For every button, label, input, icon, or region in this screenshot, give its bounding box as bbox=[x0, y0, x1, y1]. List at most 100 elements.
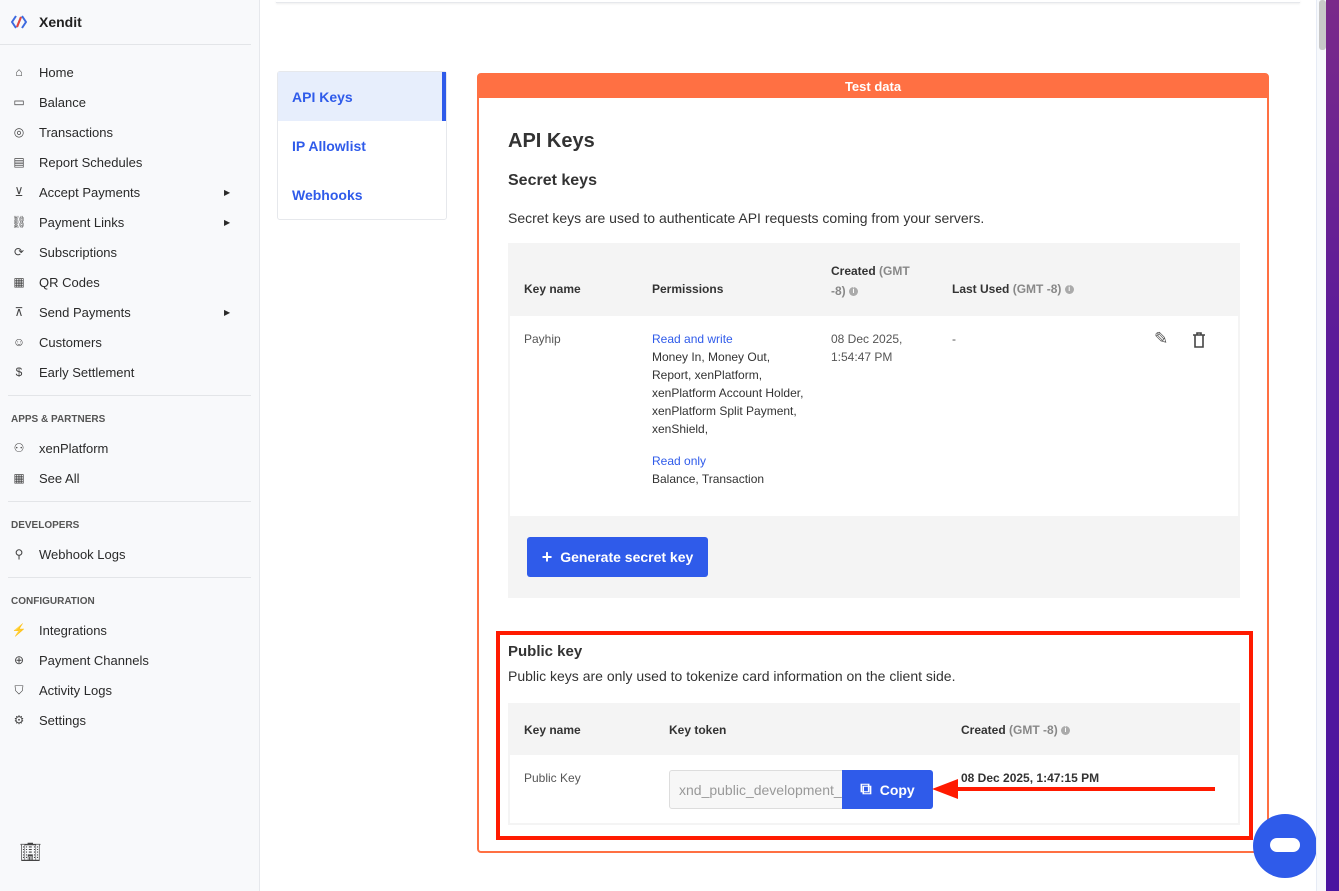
label: xenPlatform bbox=[39, 440, 109, 456]
read-write-items: Money In, Money Out, Report, xenPlatform… bbox=[652, 350, 804, 436]
sidebar-item-payment-links[interactable]: ⛓ Payment Links ▶ bbox=[0, 207, 259, 237]
edit-pencil-icon[interactable]: ✎ bbox=[1154, 329, 1169, 348]
api-keys-card: Test data API Keys Secret keys Secret ke… bbox=[477, 73, 1269, 853]
brand-name: Xendit bbox=[39, 14, 82, 30]
sidebar-item-integrations[interactable]: ⚡ Integrations bbox=[0, 615, 259, 645]
info-icon[interactable]: i bbox=[1061, 726, 1071, 736]
sidebar-item-balance[interactable]: ▭ Balance bbox=[0, 87, 259, 117]
main-content: API Keys IP Allowlist Webhooks Test data… bbox=[260, 0, 1316, 891]
grid-icon: ▦ bbox=[13, 471, 25, 485]
apps-section-title: APPS & PARTNERS bbox=[8, 395, 251, 433]
scrollbar-thumb[interactable] bbox=[1319, 0, 1326, 50]
sidebar-item-subscriptions[interactable]: ⟳ Subscriptions bbox=[0, 237, 259, 267]
sidebar-item-see-all[interactable]: ▦ See All bbox=[0, 463, 259, 493]
sidebar-item-xenplatform[interactable]: ⚇ xenPlatform bbox=[0, 433, 259, 463]
sidebar-item-send-payments[interactable]: ⊼ Send Payments ▶ bbox=[0, 297, 259, 327]
col-key-name: Key name bbox=[524, 723, 581, 737]
subnav-api-keys[interactable]: API Keys bbox=[278, 72, 446, 121]
building-icon[interactable]: 🏢︎ bbox=[19, 842, 42, 862]
read-only-label: Read only bbox=[652, 454, 707, 468]
settings-subnav: API Keys IP Allowlist Webhooks bbox=[277, 71, 447, 220]
label: Customers bbox=[39, 334, 102, 350]
sidebar-item-transactions[interactable]: ◎ Transactions bbox=[0, 117, 259, 147]
wallet-icon: ▭ bbox=[13, 95, 25, 109]
label: Subscriptions bbox=[39, 244, 118, 260]
plug-icon: ⚡ bbox=[11, 623, 27, 637]
people-icon: ⚇ bbox=[13, 441, 25, 455]
col-permissions: Permissions bbox=[652, 282, 724, 296]
chat-support-button[interactable] bbox=[1253, 814, 1317, 878]
created: 08 Dec 2025, 1:54:47 PM bbox=[831, 332, 903, 364]
xendit-logo-icon bbox=[11, 15, 27, 29]
key-name: Public Key bbox=[524, 771, 581, 785]
scrollbar[interactable] bbox=[1316, 0, 1326, 891]
info-icon[interactable]: i bbox=[1064, 285, 1074, 295]
label: Early Settlement bbox=[39, 364, 135, 380]
sidebar-item-early-settlement[interactable]: $ Early Settlement bbox=[0, 357, 259, 387]
caret-right-icon: ▶ bbox=[224, 307, 231, 317]
secret-keys-title: Secret keys bbox=[508, 172, 597, 189]
generate-secret-key-button[interactable]: + Generate secret key bbox=[527, 537, 708, 577]
top-bar bbox=[276, 0, 1300, 3]
sidebar-item-accept-payments[interactable]: ⊻ Accept Payments ▶ bbox=[0, 177, 259, 207]
gear-icon: ⚙ bbox=[13, 713, 25, 727]
sidebar-item-report-schedules[interactable]: ▤ Report Schedules bbox=[0, 147, 259, 177]
document-icon: ▤ bbox=[13, 155, 25, 169]
read-only-items: Balance, Transaction bbox=[652, 472, 765, 486]
sidebar: Xendit ⌂ Home ▭ Balance ◎ Transactions ▤ Report… bbox=[0, 0, 260, 891]
label: Send Payments bbox=[39, 304, 131, 320]
brand[interactable]: Xendit bbox=[0, 0, 251, 45]
label: Webhook Logs bbox=[39, 546, 126, 562]
tz: (GMT -8) bbox=[1009, 723, 1058, 737]
highlight-box-annotation bbox=[496, 631, 1253, 840]
dollar-circle-icon: $ bbox=[15, 365, 23, 379]
customer-icon: ☺ bbox=[12, 335, 26, 349]
sidebar-item-settings[interactable]: ⚙ Settings bbox=[0, 705, 259, 735]
refresh-icon: ⟳ bbox=[13, 245, 25, 259]
public-key-desc: Public keys are only used to tokenize ca… bbox=[508, 668, 956, 684]
delete-trash-icon[interactable] bbox=[1192, 332, 1206, 353]
copy-button[interactable]: ⧉ Copy bbox=[842, 770, 933, 809]
sidebar-item-activity-logs[interactable]: ⛉ Activity Logs bbox=[0, 675, 259, 705]
col-key-name: Key name bbox=[524, 282, 581, 296]
webhook-icon: ⚲ bbox=[14, 547, 24, 561]
label: Payment Channels bbox=[39, 652, 149, 668]
label: Home bbox=[39, 64, 74, 80]
permissions: Read and write Money In, Money Out, Repo… bbox=[652, 330, 812, 488]
label: Integrations bbox=[39, 622, 107, 638]
label: Created bbox=[961, 723, 1006, 737]
background-desktop-strip bbox=[1326, 0, 1339, 891]
subnav-webhooks[interactable]: Webhooks bbox=[292, 186, 363, 203]
link-icon: ⛓ bbox=[11, 215, 27, 229]
sidebar-item-payment-channels[interactable]: ⊕ Payment Channels bbox=[0, 645, 259, 675]
sidebar-item-customers[interactable]: ☺ Customers bbox=[0, 327, 259, 357]
caret-right-icon: ▶ bbox=[224, 217, 231, 227]
label: Copy bbox=[879, 781, 915, 798]
label: Generate secret key bbox=[560, 549, 694, 565]
qr-icon: ▦ bbox=[13, 275, 25, 289]
label: Activity Logs bbox=[39, 682, 112, 698]
download-circle-icon: ⊻ bbox=[14, 185, 24, 199]
label: Settings bbox=[39, 712, 86, 728]
coins-icon: ◎ bbox=[13, 125, 25, 139]
sidebar-item-qr-codes[interactable]: ▦ QR Codes bbox=[0, 267, 259, 297]
last-used: - bbox=[952, 332, 956, 346]
tz: (GMT -8) bbox=[1012, 282, 1062, 296]
test-data-banner: Test data bbox=[479, 75, 1267, 98]
col-created: Created (GMT -8) i bbox=[961, 723, 1071, 737]
red-arrow-annotation bbox=[932, 779, 1215, 799]
info-icon[interactable]: i bbox=[849, 287, 859, 297]
home-icon: ⌂ bbox=[15, 65, 23, 79]
label: QR Codes bbox=[39, 274, 100, 290]
public-key-token-field[interactable]: xnd_public_development_ bbox=[669, 770, 843, 809]
sidebar-item-webhook-logs[interactable]: ⚲ Webhook Logs bbox=[0, 539, 259, 569]
secret-keys-desc: Secret keys are used to authenticate API… bbox=[508, 210, 985, 226]
col-created: Created (GMT -8) i bbox=[831, 261, 926, 301]
sidebar-item-home[interactable]: ⌂ Home bbox=[0, 57, 259, 87]
plus-circle-icon: ⊕ bbox=[13, 653, 25, 667]
key-name: Payhip bbox=[524, 332, 561, 346]
upload-circle-icon: ⊼ bbox=[14, 305, 24, 319]
page-title: API Keys bbox=[508, 130, 595, 152]
label: Balance bbox=[39, 94, 86, 110]
subnav-ip-allowlist[interactable]: IP Allowlist bbox=[292, 137, 366, 154]
